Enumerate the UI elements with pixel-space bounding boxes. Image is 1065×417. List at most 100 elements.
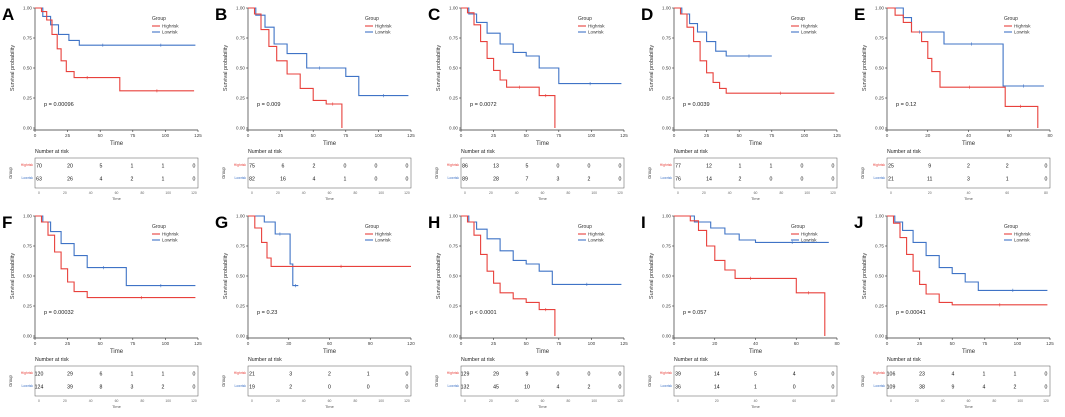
y-tick-label: 0.75 <box>449 36 458 41</box>
risk-count-lowrisk: 63 <box>36 177 42 183</box>
risk-count-lowrisk: 36 <box>675 385 681 391</box>
legend-lowrisk-label: Lowrisk <box>588 238 604 243</box>
p-value-label: p = 0.00041 <box>896 310 926 316</box>
risk-count-highrisk: 39 <box>675 372 681 378</box>
y-tick-label: 0.50 <box>449 66 458 71</box>
lowrisk-curve <box>248 215 299 287</box>
risk-count-lowrisk: 124 <box>35 385 44 391</box>
risk-count-highrisk: 13 <box>493 164 499 170</box>
risk-count-highrisk: 3 <box>289 372 292 378</box>
highrisk-curve <box>35 7 195 92</box>
y-tick-label: 0.25 <box>236 304 245 309</box>
y-tick-label: 0.25 <box>23 304 32 309</box>
risk-count-lowrisk: 0 <box>801 177 804 183</box>
risk-x-tick-label: 40 <box>302 399 306 403</box>
risk-table-axis-label: Group <box>221 167 226 179</box>
y-tick-label: 0.50 <box>875 66 884 71</box>
risk-count-highrisk: 86 <box>462 164 468 170</box>
risk-table-axis-label: Group <box>434 375 439 387</box>
panel-letter: A <box>2 5 14 24</box>
risk-x-tick-label: 120 <box>1043 399 1049 403</box>
x-axis-label: Time <box>536 349 550 355</box>
y-tick-label: 0.75 <box>23 36 32 41</box>
risk-x-tick-label: 100 <box>1017 399 1023 403</box>
risk-count-highrisk: 1 <box>1014 372 1017 378</box>
risk-table-title: Number at risk <box>248 149 282 155</box>
highrisk-curve <box>248 7 343 128</box>
risk-count-highrisk: 0 <box>344 164 347 170</box>
risk-table-frame <box>886 365 1051 397</box>
risk-count-highrisk: 0 <box>406 164 409 170</box>
p-value-label: p < 0.0001 <box>470 310 497 316</box>
risk-row-label-lowrisk: Lowrisk <box>235 176 247 180</box>
x-axis-label: Time <box>110 141 124 147</box>
risk-count-lowrisk: 1 <box>1006 177 1009 183</box>
risk-count-highrisk: 2 <box>328 372 331 378</box>
risk-x-tick-label: 60 <box>328 191 332 195</box>
lowrisk-curve <box>887 215 1048 291</box>
x-tick-label: 125 <box>407 133 415 138</box>
risk-x-tick-label: 40 <box>515 191 519 195</box>
p-value-label: p = 0.0039 <box>683 102 710 108</box>
p-value-label: p = 0.12 <box>896 102 916 108</box>
y-tick-label: 0.00 <box>875 126 884 131</box>
lowrisk-curve <box>461 7 622 85</box>
x-tick-label: 0 <box>886 133 889 138</box>
y-tick-label: 0.00 <box>236 126 245 131</box>
risk-count-lowrisk: 4 <box>983 385 986 391</box>
legend-lowrisk-label: Lowrisk <box>801 30 817 35</box>
y-tick-label: 1.00 <box>662 6 671 11</box>
risk-count-lowrisk: 0 <box>375 177 378 183</box>
risk-x-tick-label: 60 <box>1005 191 1009 195</box>
y-tick-label: 0.75 <box>875 244 884 249</box>
risk-count-highrisk: 2 <box>313 164 316 170</box>
risk-x-tick-label: 0 <box>677 399 679 403</box>
x-tick-label: 40 <box>753 341 759 346</box>
p-value-label: p = 0.0072 <box>470 102 497 108</box>
y-tick-label: 1.00 <box>236 6 245 11</box>
x-tick-label: 120 <box>407 341 415 346</box>
risk-x-tick-label: 100 <box>378 399 384 403</box>
risk-count-highrisk: 6 <box>100 372 103 378</box>
risk-x-tick-label: 40 <box>89 191 93 195</box>
risk-table-title: Number at risk <box>461 357 495 363</box>
y-tick-label: 0.00 <box>662 126 671 131</box>
risk-x-tick-label: 40 <box>515 399 519 403</box>
risk-count-lowrisk: 2 <box>162 385 165 391</box>
y-tick-label: 0.50 <box>662 274 671 279</box>
x-tick-label: 0 <box>886 341 889 346</box>
x-tick-label: 125 <box>194 133 202 138</box>
risk-x-tick-label: 20 <box>915 399 919 403</box>
x-tick-label: 25 <box>65 133 71 138</box>
km-plot-svg: E 0.00 0.25 0.50 0.75 1.00 Survival probabilit… <box>854 5 1053 201</box>
risk-count-lowrisk: 0 <box>770 177 773 183</box>
y-tick-label: 0.00 <box>23 334 32 339</box>
risk-count-lowrisk: 0 <box>619 385 622 391</box>
risk-x-tick-label: 120 <box>617 191 623 195</box>
y-tick-label: 0.25 <box>449 96 458 101</box>
legend-title: Group <box>152 16 166 22</box>
y-tick-label: 1.00 <box>662 214 671 219</box>
risk-x-tick-label: 0 <box>251 191 253 195</box>
x-tick-label: 25 <box>491 341 497 346</box>
x-axis-label: Time <box>962 349 976 355</box>
legend-title: Group <box>1004 224 1018 230</box>
x-tick-label: 25 <box>917 341 923 346</box>
risk-table-title: Number at risk <box>461 149 495 155</box>
risk-count-lowrisk: 4 <box>313 177 316 183</box>
x-tick-label: 40 <box>966 133 972 138</box>
risk-count-lowrisk: 0 <box>193 177 196 183</box>
legend-lowrisk-label: Lowrisk <box>1014 238 1030 243</box>
risk-count-lowrisk: 0 <box>406 177 409 183</box>
risk-x-tick-label: 20 <box>928 191 932 195</box>
y-tick-label: 0.00 <box>449 126 458 131</box>
y-tick-label: 0.50 <box>875 274 884 279</box>
risk-row-label-lowrisk: Lowrisk <box>22 384 34 388</box>
risk-table-axis-label: Group <box>8 167 13 179</box>
lowrisk-curve <box>248 7 409 97</box>
y-tick-label: 1.00 <box>449 214 458 219</box>
y-tick-label: 1.00 <box>236 214 245 219</box>
risk-count-highrisk: 1 <box>770 164 773 170</box>
x-axis-label: Time <box>323 349 337 355</box>
risk-count-highrisk: 0 <box>193 164 196 170</box>
